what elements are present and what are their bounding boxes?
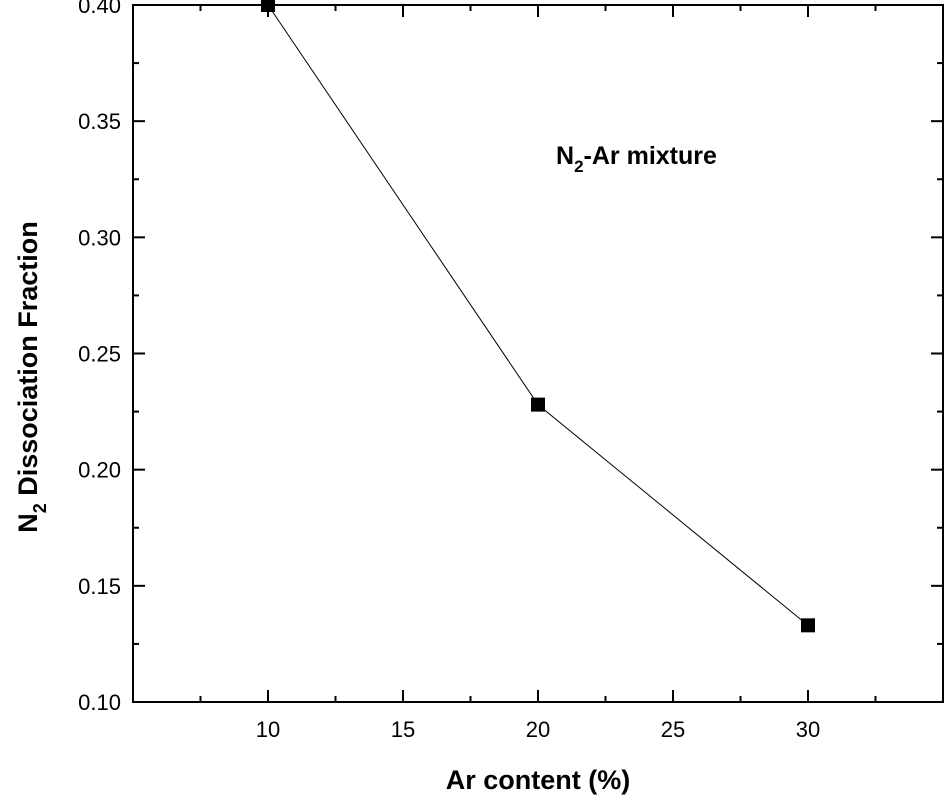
- x-axis-ticks: 10 15 20 25 30: [199, 5, 877, 742]
- y-axis-title-subscript: 2: [30, 503, 50, 513]
- series-line: [267, 4, 809, 626]
- data-point-marker: [261, 0, 275, 12]
- x-axis-title: Ar content (%): [446, 765, 631, 795]
- y-axis-ticks: 0.10 0.15 0.20 0.25 0.30 0.35 0.40: [78, 0, 943, 715]
- series-layer: [261, 0, 815, 633]
- y-tick-label: 0.30: [78, 225, 121, 250]
- annotation-suffix: -Ar mixture: [584, 142, 717, 170]
- annotation-subscript: 2: [574, 157, 583, 176]
- y-tick-label: 0.20: [78, 458, 121, 483]
- y-tick-label: 0.25: [78, 342, 121, 367]
- y-tick-label: 0.10: [78, 690, 121, 715]
- y-axis-title-suffix: Dissociation Fraction: [13, 221, 43, 503]
- x-tick-label: 30: [796, 717, 820, 742]
- data-point-marker: [531, 397, 545, 412]
- x-tick-label: 15: [391, 717, 415, 742]
- y-tick-label: 0.15: [78, 574, 121, 599]
- y-axis-title: N2 Dissociation Fraction: [13, 221, 50, 533]
- annotation-label: N2-Ar mixture: [556, 142, 717, 176]
- x-tick-label: 20: [526, 717, 550, 742]
- y-tick-label: 0.40: [78, 0, 121, 18]
- y-axis-title-prefix: N: [13, 513, 43, 533]
- y-tick-label: 0.35: [78, 109, 121, 134]
- plot-frame: [132, 4, 944, 703]
- x-tick-label: 25: [661, 717, 685, 742]
- annotation-prefix: N: [556, 142, 574, 170]
- x-tick-label: 10: [256, 717, 280, 742]
- data-point-marker: [801, 618, 815, 633]
